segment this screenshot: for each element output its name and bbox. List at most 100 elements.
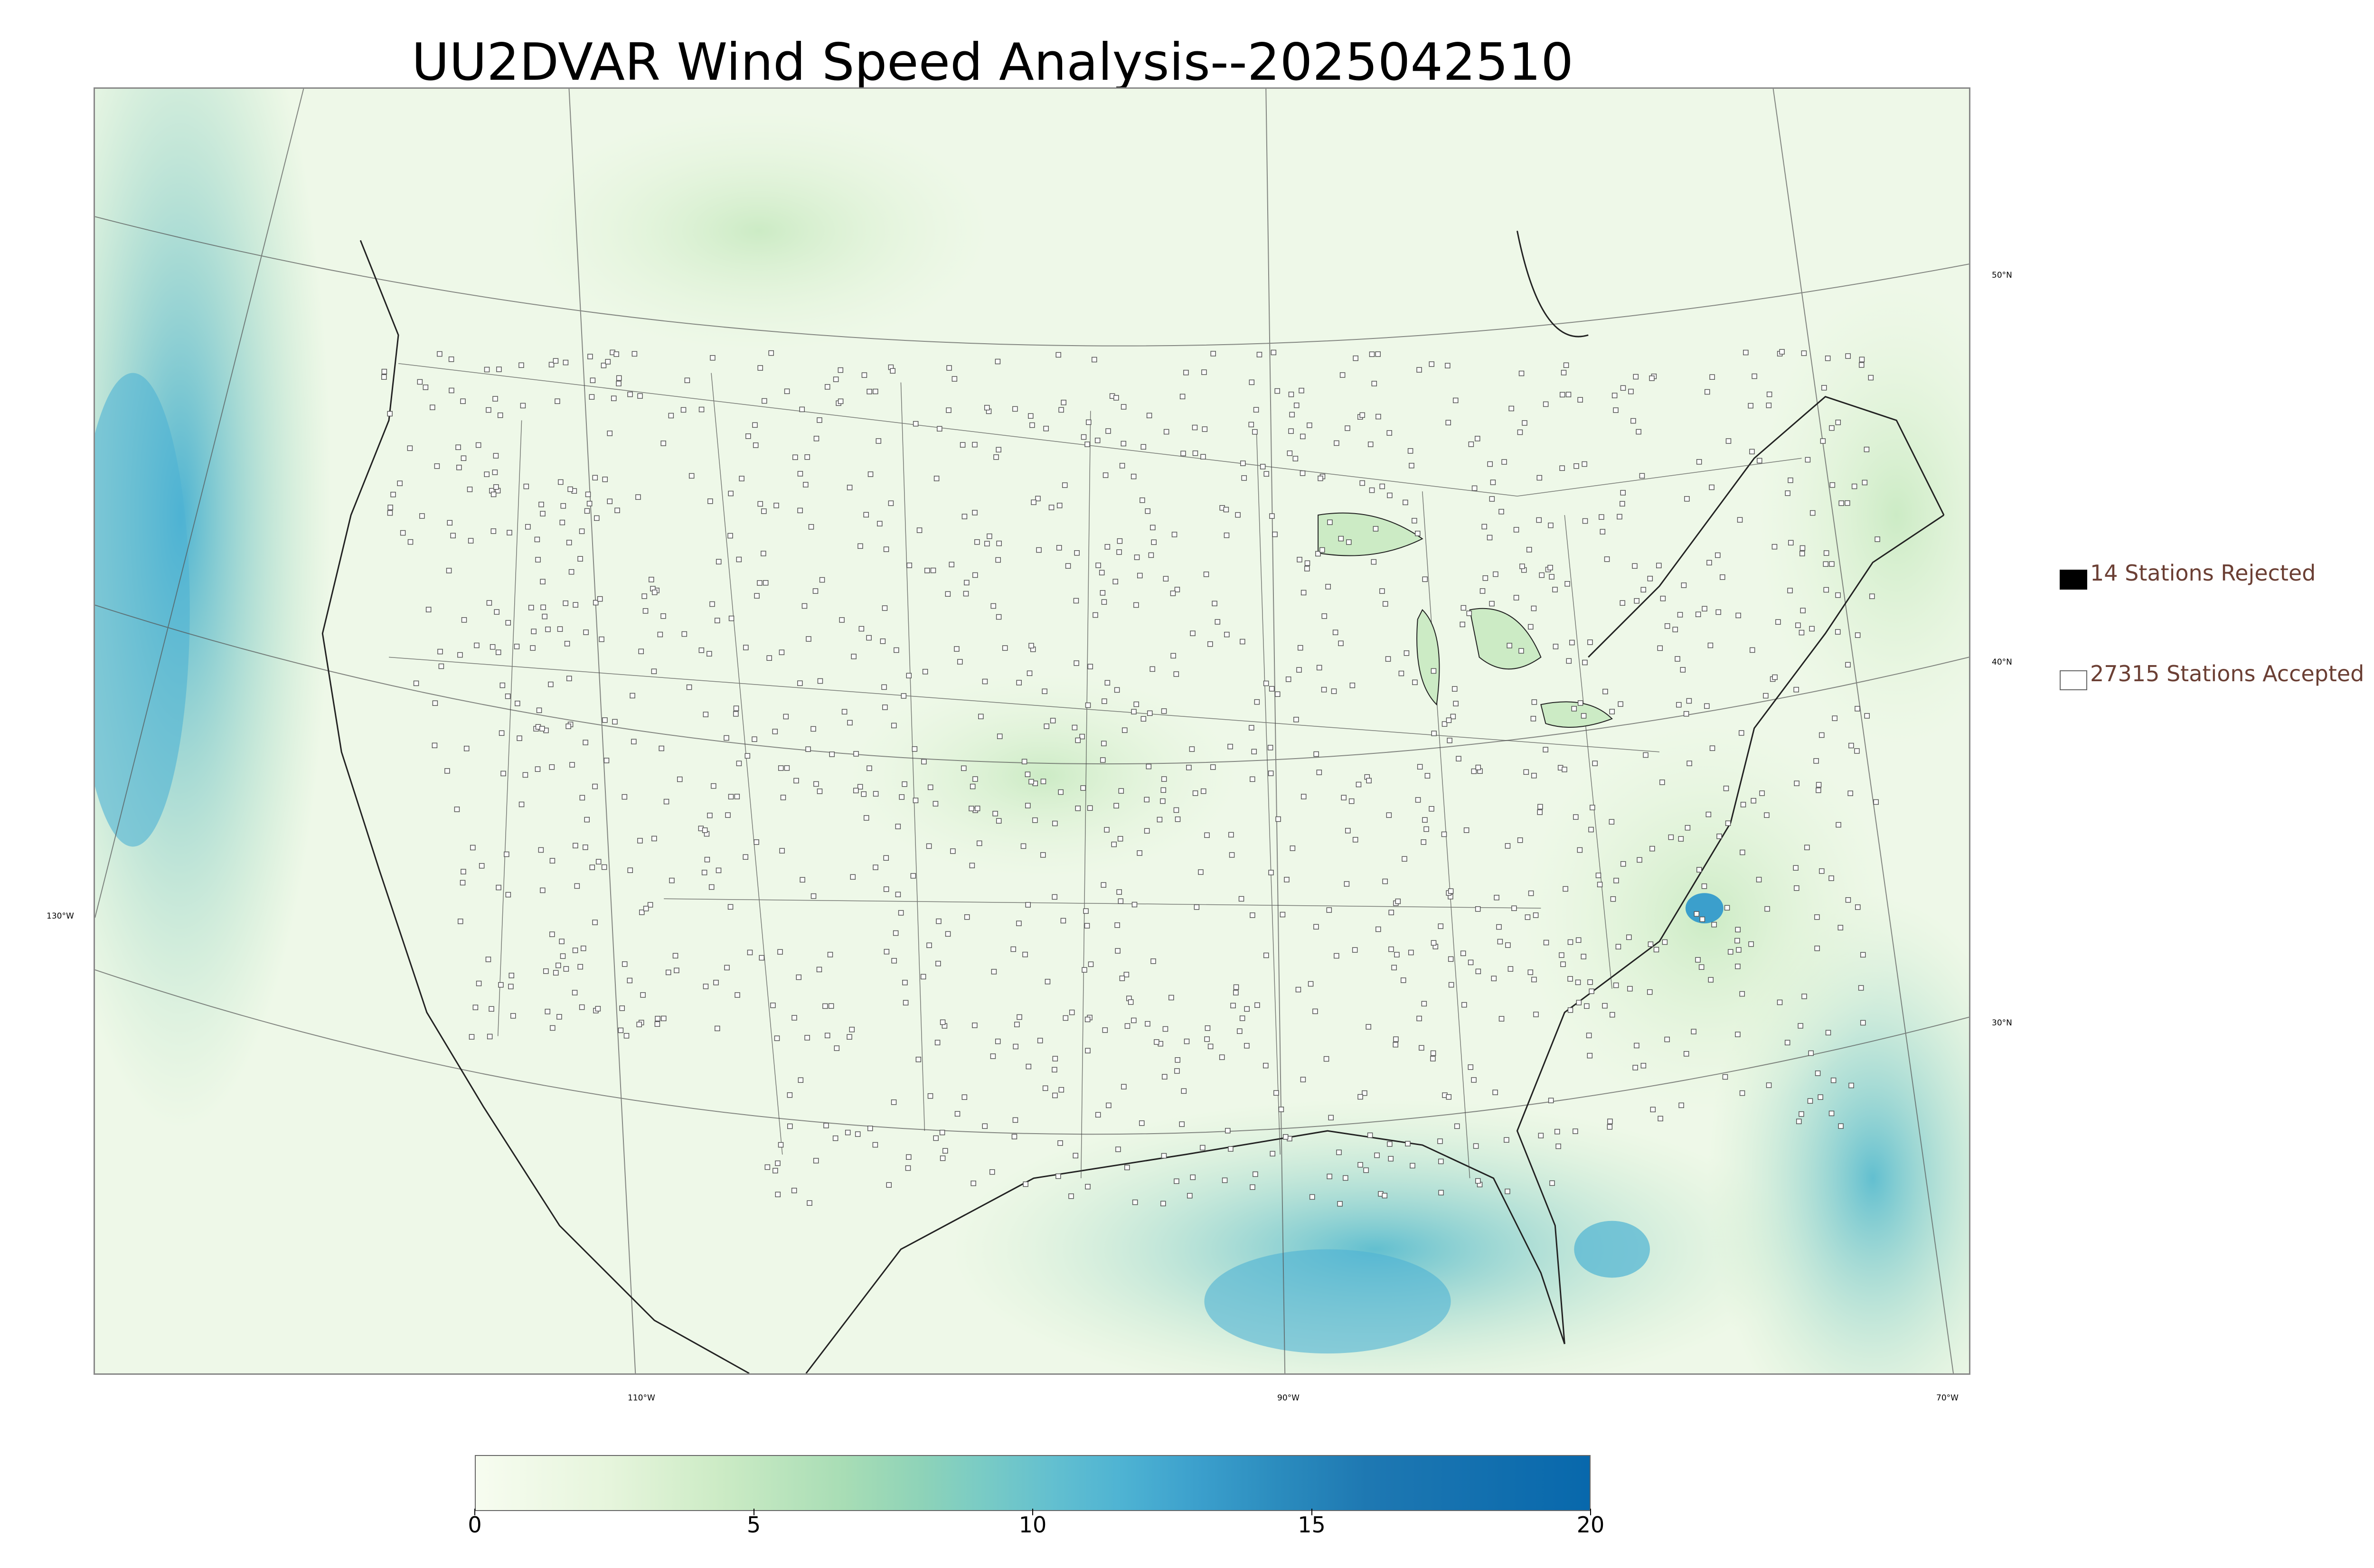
station-marker <box>964 580 970 586</box>
station-marker <box>597 596 603 602</box>
station-marker <box>1028 413 1034 419</box>
station-marker <box>873 864 878 870</box>
station-marker <box>1475 436 1480 441</box>
station-marker <box>587 354 593 359</box>
station-marker <box>1382 1192 1388 1199</box>
colorbar-tick-label: 15 <box>1298 1512 1326 1538</box>
station-marker <box>772 729 778 734</box>
station-marker <box>461 869 466 874</box>
station-marker <box>641 593 647 599</box>
station-marker <box>1764 906 1770 912</box>
station-marker <box>1815 1070 1821 1076</box>
station-marker <box>1175 1057 1180 1063</box>
station-marker <box>1150 958 1156 964</box>
station-marker <box>1589 988 1594 994</box>
station-marker <box>1379 588 1385 594</box>
station-marker <box>1766 391 1772 397</box>
station-marker <box>1873 799 1879 805</box>
station-marker <box>1160 798 1166 804</box>
station-marker <box>619 1005 625 1011</box>
station-marker <box>1491 976 1497 981</box>
station-marker <box>490 528 497 534</box>
station-marker <box>995 557 1001 563</box>
station-marker <box>804 454 810 460</box>
station-marker <box>702 827 708 833</box>
station-marker <box>672 953 678 958</box>
station-marker <box>1139 1120 1145 1126</box>
station-marker <box>1294 403 1300 408</box>
station-marker <box>1657 645 1663 651</box>
station-marker <box>1445 420 1451 425</box>
station-marker <box>727 533 733 539</box>
station-marker <box>1194 904 1200 910</box>
station-marker <box>1293 717 1299 723</box>
station-marker <box>1252 429 1258 435</box>
station-marker <box>1829 561 1835 567</box>
station-marker <box>494 609 499 615</box>
station-marker <box>580 945 586 951</box>
station-marker <box>614 507 620 513</box>
station-marker <box>1735 1032 1741 1037</box>
station-marker <box>1650 1107 1656 1112</box>
station-marker <box>1388 1156 1394 1162</box>
station-marker <box>850 874 856 880</box>
station-marker <box>1296 667 1302 673</box>
station-marker <box>505 892 511 898</box>
station-marker <box>1224 532 1230 538</box>
station-marker <box>387 510 393 516</box>
station-marker <box>1640 587 1646 592</box>
station-marker <box>752 422 758 428</box>
station-marker <box>1391 965 1397 970</box>
rejected-station-swatch <box>2060 570 2087 590</box>
station-marker <box>1575 937 1582 943</box>
station-marker <box>1548 1098 1554 1103</box>
station-marker <box>922 669 928 675</box>
station-marker <box>817 789 823 794</box>
station-marker <box>558 479 564 485</box>
station-marker <box>1117 836 1123 842</box>
station-marker <box>686 684 692 690</box>
station-marker <box>1114 922 1120 928</box>
station-marker <box>1835 420 1841 425</box>
station-marker <box>747 949 753 956</box>
station-marker <box>637 393 643 399</box>
station-marker <box>1801 994 1807 999</box>
station-marker <box>1131 709 1137 714</box>
station-marker <box>1300 590 1307 596</box>
station-marker <box>1845 353 1851 359</box>
station-marker <box>589 864 595 870</box>
station-marker <box>540 579 546 584</box>
station-marker <box>565 723 571 729</box>
station-marker <box>1202 426 1208 432</box>
station-marker <box>528 605 534 610</box>
station-marker <box>573 602 578 608</box>
station-marker <box>567 486 573 492</box>
station-marker <box>1116 549 1122 555</box>
station-marker <box>972 510 978 516</box>
station-marker <box>1875 536 1880 542</box>
station-marker <box>906 673 912 678</box>
station-marker <box>724 735 729 741</box>
map-title: UU2DVAR Wind Speed Analysis--2025042510 <box>412 33 1573 92</box>
station-marker <box>1676 702 1682 708</box>
station-marker <box>1537 804 1543 810</box>
station-marker <box>1375 351 1381 357</box>
station-marker <box>1233 990 1239 995</box>
station-marker <box>1386 812 1392 818</box>
station-marker <box>1799 551 1805 556</box>
station-marker <box>579 795 585 801</box>
station-marker <box>1268 870 1274 875</box>
station-marker <box>926 942 932 948</box>
station-marker <box>1678 1102 1684 1108</box>
station-marker <box>1408 949 1414 956</box>
station-marker <box>636 1022 642 1027</box>
station-marker <box>1793 865 1799 871</box>
station-marker <box>1014 1022 1020 1027</box>
station-marker <box>797 471 803 477</box>
station-marker <box>542 613 547 620</box>
station-marker <box>1400 977 1406 983</box>
station-marker <box>778 765 784 771</box>
station-marker <box>1869 593 1875 599</box>
station-marker <box>1315 551 1321 557</box>
station-marker <box>906 563 913 568</box>
